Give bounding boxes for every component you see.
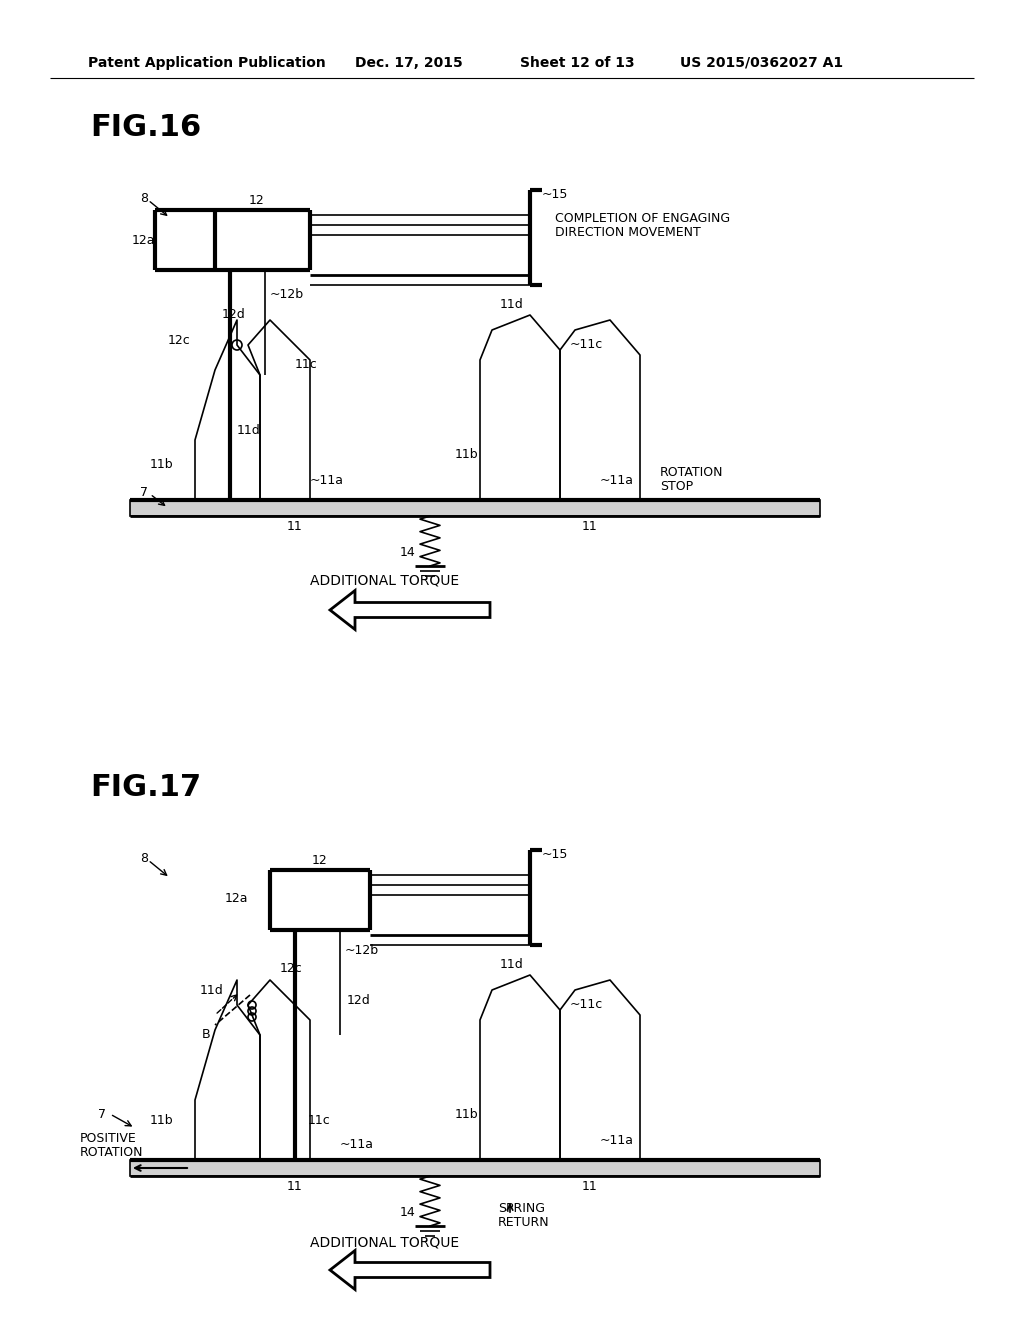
Text: ~11c: ~11c — [570, 998, 603, 1011]
Text: 12a: 12a — [225, 891, 249, 904]
Text: FIG.17: FIG.17 — [90, 774, 201, 803]
Text: Dec. 17, 2015: Dec. 17, 2015 — [355, 55, 463, 70]
Text: ROTATION: ROTATION — [660, 466, 724, 479]
Text: DIRECTION MOVEMENT: DIRECTION MOVEMENT — [555, 227, 700, 239]
Text: 11b: 11b — [455, 449, 478, 462]
Text: 14: 14 — [400, 546, 416, 560]
Text: 11d: 11d — [200, 983, 224, 997]
Text: Patent Application Publication: Patent Application Publication — [88, 55, 326, 70]
Text: ~12b: ~12b — [345, 944, 379, 957]
Text: 12: 12 — [312, 854, 328, 866]
Text: 11d: 11d — [237, 424, 261, 437]
Text: 11: 11 — [287, 520, 303, 532]
Text: 12c: 12c — [168, 334, 190, 346]
Text: 7: 7 — [140, 486, 148, 499]
Text: 12d: 12d — [347, 994, 371, 1006]
Text: 11b: 11b — [455, 1109, 478, 1122]
Text: B: B — [202, 1028, 211, 1041]
Bar — [130, 1160, 820, 1176]
Text: ROTATION: ROTATION — [80, 1146, 143, 1159]
Bar — [130, 500, 820, 516]
Text: 11: 11 — [582, 520, 598, 532]
Text: 11d: 11d — [500, 958, 523, 972]
Text: ~11a: ~11a — [600, 474, 634, 487]
Text: RETURN: RETURN — [498, 1216, 550, 1229]
Text: Sheet 12 of 13: Sheet 12 of 13 — [520, 55, 635, 70]
Text: STOP: STOP — [660, 480, 693, 494]
Text: 12a: 12a — [132, 234, 156, 247]
Text: US 2015/0362027 A1: US 2015/0362027 A1 — [680, 55, 843, 70]
Text: 11c: 11c — [295, 359, 317, 371]
Text: 11b: 11b — [150, 458, 174, 471]
Text: ~11c: ~11c — [570, 338, 603, 351]
Polygon shape — [330, 590, 490, 630]
Text: 8: 8 — [140, 851, 148, 865]
Text: 11b: 11b — [150, 1114, 174, 1126]
Text: COMPLETION OF ENGAGING: COMPLETION OF ENGAGING — [555, 211, 730, 224]
Text: 11: 11 — [582, 1180, 598, 1192]
Text: 7: 7 — [98, 1109, 106, 1122]
Text: ADDITIONAL TORQUE: ADDITIONAL TORQUE — [310, 573, 460, 587]
Text: 11: 11 — [287, 1180, 303, 1192]
Text: 11c: 11c — [308, 1114, 331, 1126]
Text: ~12b: ~12b — [270, 289, 304, 301]
Text: ~11a: ~11a — [310, 474, 344, 487]
Text: 12c: 12c — [280, 961, 303, 974]
Text: ~15: ~15 — [542, 189, 568, 202]
Text: 11d: 11d — [500, 298, 523, 312]
Text: FIG.16: FIG.16 — [90, 114, 202, 143]
Text: POSITIVE: POSITIVE — [80, 1131, 137, 1144]
Text: ~11a: ~11a — [600, 1134, 634, 1147]
Text: ADDITIONAL TORQUE: ADDITIONAL TORQUE — [310, 1236, 460, 1250]
Text: 8: 8 — [140, 191, 148, 205]
Polygon shape — [330, 1250, 490, 1290]
Text: ~15: ~15 — [542, 849, 568, 862]
Text: 12: 12 — [249, 194, 265, 206]
Text: 12d: 12d — [222, 309, 246, 322]
Text: 14: 14 — [400, 1206, 416, 1220]
Text: ~11a: ~11a — [340, 1138, 374, 1151]
Text: SPRING: SPRING — [498, 1201, 545, 1214]
